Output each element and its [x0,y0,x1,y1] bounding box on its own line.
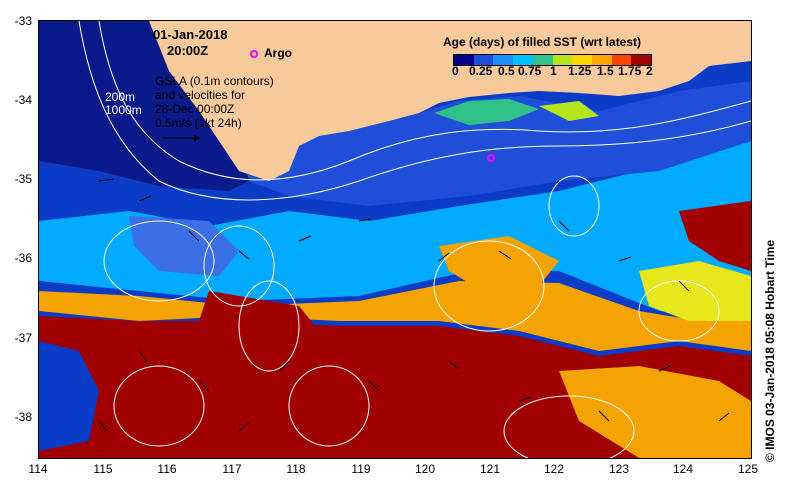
lon-label: 122 [543,462,565,476]
legend-tick-row: 0 0.25 0.5 0.75 1 1.25 1.5 1.75 2 [452,64,657,80]
lat-label: -34 [14,93,32,107]
dark-red-patch-east [679,201,751,271]
ocean-orange-band [39,281,751,351]
lon-label: 118 [286,462,306,476]
sst-map [39,21,751,458]
legend-tick: 0.75 [518,64,542,78]
lon-label: 121 [479,462,501,476]
legend-title: Age (days) of filled SST (wrt latest) [443,35,642,49]
gsla-text-block: GSLA (0.1m contours) and velocities for … [155,74,274,130]
velocity-scale-arrowhead [194,135,200,141]
ocean-navy-west [39,21,269,191]
contour-label-200m: 200m [105,90,136,104]
gsla-eddy-2 [203,225,275,307]
legend-swatch [631,55,652,65]
legend-swatch [611,55,632,65]
gsla-line: 28-Dec 00:00Z [155,102,235,116]
legend-swatch [473,55,494,65]
gsla-eddy-8 [503,395,635,458]
lon-label: 114 [28,462,48,476]
argo-legend-marker [250,50,258,58]
yellow-patch-east [639,261,751,321]
imos-credit: © IMOS 03-Jan-2018 05:08 Hobart Time [763,239,777,462]
ocean-mid-blue-patch [129,216,239,276]
lon-label: 120 [414,462,436,476]
velocity-arrows [98,178,730,432]
gsla-eddy-7 [288,365,370,447]
lat-label: -35 [14,172,32,186]
lat-label: -37 [14,331,32,345]
lat-label: -36 [14,251,32,265]
legend-tick: 1 [550,64,557,78]
legend-tick: 1.75 [618,64,642,78]
lon-label: 125 [737,462,759,476]
legend-tick: 1.5 [597,64,614,78]
gsla-line: 0.5m/s (1kt 24h) [155,116,242,130]
gsla-line: and velocities for [155,88,246,102]
legend-tick: 0.25 [469,64,493,78]
legend-swatch [454,55,474,65]
legend-tick: 0 [452,64,459,78]
green-patch-coast [434,99,539,125]
legend-swatch [532,55,553,65]
legend-colorbar [453,54,652,66]
contour-label-1000m: 1000m [105,103,142,117]
legend-swatch [552,55,573,65]
lat-label: -38 [14,410,32,424]
gsla-eddy-1 [103,220,215,302]
lat-label: -33 [14,14,32,28]
orange-patch-southeast [559,366,751,458]
map-time: 20:00Z [167,43,209,58]
orange-patch-center [439,236,559,289]
gsla-eddy-6 [113,365,205,447]
legend-swatch [572,55,592,65]
map-area[interactable] [38,20,752,459]
gsla-line: GSLA (0.1m contours) [155,74,274,88]
legend-tick: 1.25 [568,64,592,78]
lon-label: 119 [351,462,371,476]
argo-float-marker[interactable] [487,154,495,162]
legend-swatch [591,55,612,65]
gsla-eddy-3 [433,240,545,332]
dark-red-patch-west [199,291,319,341]
gsla-eddy-4 [548,175,600,237]
contour-1000m [98,21,751,181]
ocean-dark-red [39,316,751,458]
map-date: 01-Jan-2018 [153,27,228,42]
argo-label: Argo [264,46,292,60]
lon-label: 117 [222,462,242,476]
lon-label: 124 [672,462,694,476]
ocean-light-blue [39,141,751,321]
legend-swatch [493,55,514,65]
legend-swatch [513,55,533,65]
lon-label: 115 [93,462,113,476]
lon-label: 123 [608,462,630,476]
contour-200m [78,21,751,201]
blue-patch-southwest [39,341,99,451]
yellow-patch-coast [539,101,599,121]
gsla-eddy-9 [238,280,300,372]
legend-tick: 0.5 [498,64,515,78]
ocean-mid-blue [239,81,751,206]
lon-label: 116 [157,462,177,476]
legend-tick: 2 [646,64,653,78]
